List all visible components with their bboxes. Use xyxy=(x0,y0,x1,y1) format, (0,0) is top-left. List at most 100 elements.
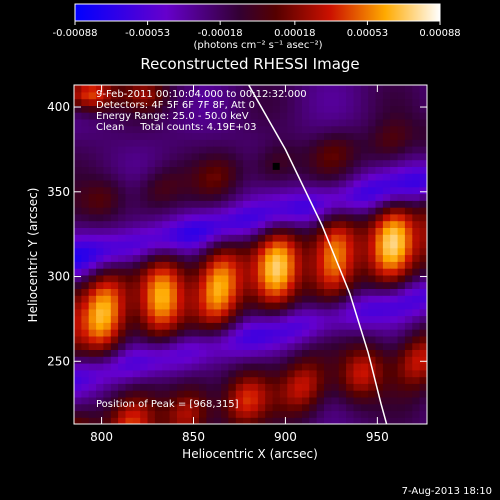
heatmap-cell xyxy=(243,220,252,228)
heatmap-cell xyxy=(397,234,406,242)
heatmap-cell xyxy=(324,329,332,337)
heatmap-cell xyxy=(390,349,399,357)
heatmap-cell xyxy=(140,335,149,344)
heatmap-cell xyxy=(243,193,252,201)
heatmap-cell xyxy=(331,200,340,208)
heatmap-cell xyxy=(206,383,215,391)
heatmap-cell xyxy=(279,322,288,330)
heatmap-cell xyxy=(191,227,200,235)
heatmap-cell xyxy=(338,403,347,412)
heatmap-cell xyxy=(132,173,141,181)
heatmap-cell xyxy=(154,200,163,208)
heatmap-cell xyxy=(88,213,97,222)
heatmap-cell xyxy=(81,302,90,310)
heatmap-cell xyxy=(375,200,384,208)
heatmap-cell xyxy=(169,213,178,222)
heatmap-cell xyxy=(103,329,112,337)
heatmap-cell xyxy=(294,322,303,330)
heatmap-cell xyxy=(279,105,288,113)
heatmap-cell xyxy=(88,302,97,310)
heatmap-cell xyxy=(397,227,406,235)
heatmap-cell xyxy=(191,213,200,222)
heatmap-cell xyxy=(162,139,171,147)
heatmap-cell xyxy=(279,85,288,93)
heatmap-cell xyxy=(419,146,427,154)
heatmap-cell xyxy=(206,335,215,344)
heatmap-cell xyxy=(140,213,149,222)
heatmap-cell xyxy=(103,179,112,188)
heatmap-cell xyxy=(184,234,193,242)
heatmap-cell xyxy=(177,363,185,371)
heatmap-cell xyxy=(169,146,178,154)
heatmap-cell xyxy=(324,193,332,201)
heatmap-cell xyxy=(191,335,200,344)
heatmap-cell xyxy=(257,302,266,310)
heatmap-cell xyxy=(302,410,310,418)
heatmap-cell xyxy=(346,139,355,147)
heatmap-cell xyxy=(147,302,156,310)
heatmap-cell xyxy=(74,234,82,242)
heatmap-cell xyxy=(390,396,399,405)
heatmap-cell xyxy=(199,118,207,127)
heatmap-cell xyxy=(74,396,82,405)
colorbar-tick-label: -0.00018 xyxy=(198,28,243,39)
heatmap-cell xyxy=(265,240,274,249)
heatmap-cell xyxy=(390,159,399,167)
heatmap-cell xyxy=(162,322,171,330)
heatmap-cell xyxy=(338,207,347,215)
colorbar-tick-label: 0.00018 xyxy=(274,28,315,39)
heatmap-cell xyxy=(213,234,222,242)
heatmap-cell xyxy=(74,254,82,262)
heatmap-cell xyxy=(74,193,82,201)
heatmap-cell xyxy=(294,329,303,337)
heatmap-cell xyxy=(419,207,427,215)
heatmap-cell xyxy=(184,118,193,127)
heatmap-cell xyxy=(177,302,185,310)
heatmap-cell xyxy=(316,118,325,127)
heatmap-cell xyxy=(96,308,105,317)
heatmap-cell xyxy=(309,105,318,113)
heatmap-cell xyxy=(265,369,274,378)
heatmap-cell xyxy=(360,112,369,120)
heatmap-cell xyxy=(147,308,156,317)
heatmap-cell xyxy=(287,247,296,256)
heatmap-cell xyxy=(191,281,200,289)
heatmap-cell xyxy=(184,335,193,344)
heatmap-cell xyxy=(287,322,296,330)
heatmap-cell xyxy=(294,98,303,106)
heatmap-cell xyxy=(404,240,413,249)
heatmap-cell xyxy=(184,288,193,296)
heatmap-cell xyxy=(243,132,252,140)
heatmap-cell xyxy=(162,349,171,357)
heatmap-cell xyxy=(162,295,171,303)
heatmap-cell xyxy=(346,268,355,276)
heatmap-cell xyxy=(375,322,384,330)
heatmap-cell xyxy=(419,254,427,262)
heatmap-cell xyxy=(360,254,369,262)
heatmap-cell xyxy=(132,281,141,289)
heatmap-cell xyxy=(243,179,252,188)
heatmap-cell xyxy=(199,139,207,147)
heatmap-cell xyxy=(338,166,347,174)
heatmap-cell xyxy=(191,112,200,120)
heatmap-cell xyxy=(206,186,215,195)
heatmap-cell xyxy=(213,335,222,344)
heatmap-cell xyxy=(81,410,90,418)
heatmap-cell xyxy=(404,85,413,93)
heatmap-cell xyxy=(331,295,340,303)
heatmap-cell xyxy=(279,186,288,195)
heatmap-cell xyxy=(353,383,362,391)
heatmap-cell xyxy=(162,356,171,364)
heatmap-cell xyxy=(88,179,97,188)
heatmap-cell xyxy=(353,146,362,154)
heatmap-cell xyxy=(397,369,406,378)
heatmap-cell xyxy=(110,288,119,296)
heatmap-cell xyxy=(338,146,347,154)
heatmap-cell xyxy=(404,417,413,424)
heatmap-cell xyxy=(368,152,377,161)
heatmap-cell xyxy=(118,349,127,357)
heatmap-cell xyxy=(412,193,421,201)
heatmap-cell xyxy=(338,281,347,289)
heatmap-cell xyxy=(191,390,200,398)
heatmap-cell xyxy=(154,383,163,391)
